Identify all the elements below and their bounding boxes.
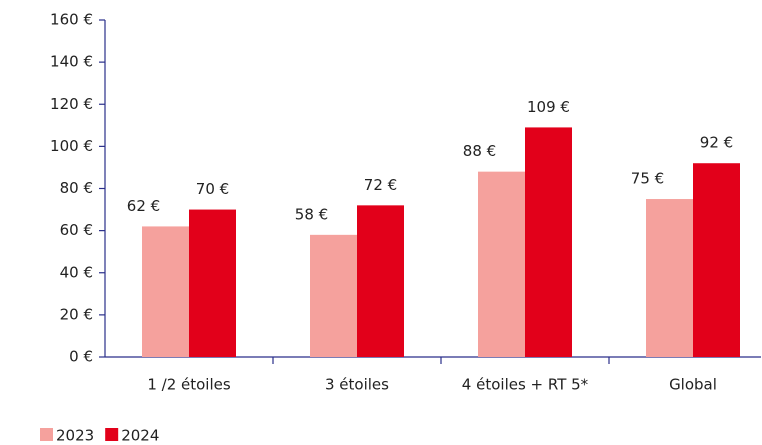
y-tick-label: 100 € — [50, 137, 93, 155]
value-label: 109 € — [527, 98, 570, 116]
bar — [646, 199, 693, 357]
y-tick-label: 40 € — [60, 263, 93, 281]
x-tick-label: 1 /2 étoiles — [147, 376, 231, 394]
x-tick-label: 3 étoiles — [325, 376, 389, 394]
value-label: 58 € — [295, 205, 328, 223]
y-tick-label: 120 € — [50, 95, 93, 113]
legend-label: 2023 — [56, 427, 94, 445]
bar — [189, 209, 236, 357]
value-label: 72 € — [364, 176, 397, 194]
bar — [478, 171, 525, 357]
legend-swatch — [40, 428, 53, 441]
y-tick-label: 160 € — [50, 11, 93, 29]
x-tick-label: 4 étoiles + RT 5* — [462, 376, 589, 394]
bar — [693, 163, 740, 357]
y-tick-label: 0 € — [69, 348, 93, 366]
x-tick-label: Global — [669, 376, 717, 394]
bar — [525, 127, 572, 357]
y-tick-label: 80 € — [60, 179, 93, 197]
value-label: 75 € — [631, 170, 664, 188]
y-tick-label: 140 € — [50, 53, 93, 71]
value-label: 92 € — [700, 134, 733, 152]
y-tick-label: 60 € — [60, 221, 93, 239]
y-tick-label: 20 € — [60, 305, 93, 323]
value-label: 88 € — [463, 142, 496, 160]
legend-label: 2024 — [121, 427, 159, 445]
bar — [142, 226, 189, 357]
value-label: 70 € — [196, 180, 229, 198]
legend-swatch — [105, 428, 119, 441]
bar — [357, 205, 404, 357]
bar — [310, 234, 357, 357]
value-label: 62 € — [127, 197, 160, 215]
